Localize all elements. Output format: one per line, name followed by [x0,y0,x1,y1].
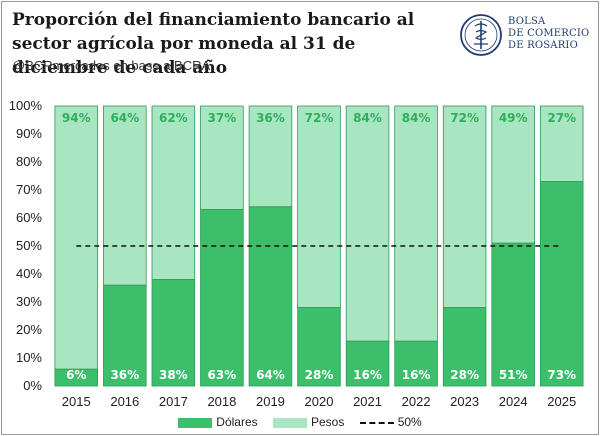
y-tick-label: 0% [23,378,42,393]
data-label-pesos: 36% [256,111,285,125]
bar-pesos-2015 [54,105,99,370]
bar-dolares-2022 [394,340,438,387]
legend-item-dolares: Dólares [178,415,258,429]
bcr-seal-icon [460,14,502,56]
bar-dolares-2021 [345,340,390,387]
chart-subtitle: @BCRmercados en base a BCRA [12,58,211,73]
data-label-dolares: 28% [450,368,479,382]
logo-text: BOLSA DE COMERCIO DE ROSARIO [508,16,590,51]
data-label-dolares: 51% [499,368,528,382]
data-label-pesos: 84% [353,111,382,125]
y-tick-label: 60% [16,210,42,225]
data-label-pesos: 49% [499,111,528,125]
data-label-dolares: 63% [208,368,237,382]
bar-pesos-2017 [151,105,196,281]
bar-dolares-2017 [151,279,196,387]
bar-pesos-2020 [297,105,341,309]
bar-pesos-2022 [394,105,438,342]
y-tick-label: 100% [9,98,43,113]
x-tick-label: 2025 [547,394,576,409]
data-label-pesos: 27% [547,111,576,125]
legend-swatch-dolares [178,417,213,428]
bar-pesos-2021 [345,105,390,342]
x-tick-label: 2023 [450,394,479,409]
bcr-logo: BOLSA DE COMERCIO DE ROSARIO [458,12,598,58]
data-label-dolares: 6% [66,368,86,382]
bar-dolares-2020 [297,307,341,387]
chart-title: Proporción del financiamiento bancario a… [12,10,415,78]
bar-dolares-2015 [54,368,99,387]
bar-dolares-2024 [491,242,535,387]
y-tick-label: 30% [16,294,42,309]
y-tick-label: 90% [16,126,42,141]
data-label-pesos: 72% [305,111,334,125]
y-tick-label: 20% [16,322,42,337]
legend-swatch-pesos [272,417,307,428]
y-tick-label: 10% [16,350,42,365]
x-tick-label: 2024 [499,394,528,409]
data-label-pesos: 62% [159,111,188,125]
data-label-dolares: 36% [110,368,139,382]
x-tick-label: 2017 [159,394,188,409]
x-tick-label: 2020 [305,394,334,409]
bar-dolares-2025 [539,181,584,387]
data-label-pesos: 64% [110,111,139,125]
bar-pesos-2024 [491,105,535,244]
stacked-bar-chart: 0% 10% 20% 30% 40% 50% 60% 70% 80% 90% 100% 94% 6% 20… [9,98,584,409]
data-label-dolares: 64% [256,368,285,382]
x-tick-label: 2018 [207,394,236,409]
bar-dolares-2018 [200,209,244,387]
bar-pesos-2019 [248,105,293,208]
y-tick-label: 50% [16,238,42,253]
legend-item-pesos: Pesos [272,415,344,429]
y-tick-label: 70% [16,182,42,197]
x-tick-label: 2021 [353,394,382,409]
data-label-dolares: 16% [402,368,431,382]
chart-legend: Dólares Pesos 50% [0,414,600,429]
data-label-pesos: 84% [402,111,431,125]
bar-pesos-2023 [442,105,487,309]
x-tick-label: 2015 [62,394,91,409]
data-label-dolares: 38% [159,368,188,382]
bar-pesos-2025 [539,105,584,182]
data-label-pesos: 37% [208,111,237,125]
legend-item-reference: 50% [359,415,422,429]
bar-dolares-2023 [442,307,487,387]
x-tick-label: 2016 [110,394,139,409]
bar-dolares-2016 [103,284,147,387]
x-tick-label: 2019 [256,394,285,409]
bar-dolares-2019 [248,206,293,387]
bar-pesos-2018 [200,105,244,210]
data-label-pesos: 94% [62,111,91,125]
legend-dash-reference [359,421,394,424]
bar-pesos-2016 [103,105,147,286]
y-tick-label: 80% [16,154,42,169]
data-label-dolares: 73% [547,368,576,382]
x-tick-label: 2022 [402,394,431,409]
y-tick-label: 40% [16,266,42,281]
data-label-dolares: 28% [305,368,334,382]
data-label-dolares: 16% [353,368,382,382]
data-label-pesos: 72% [450,111,479,125]
